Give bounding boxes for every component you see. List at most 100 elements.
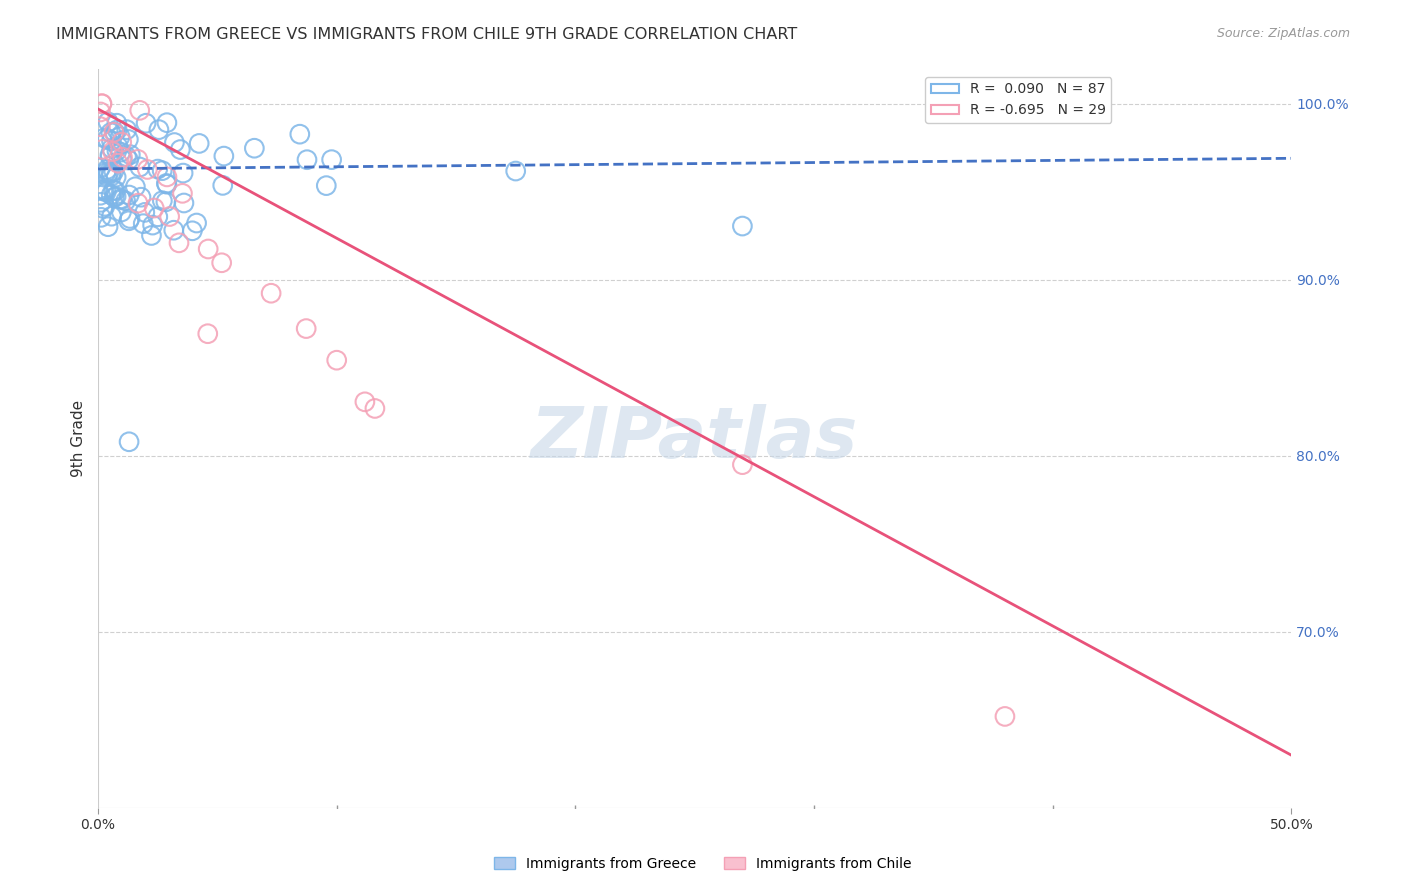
Point [107,139,129,153]
Point [136,162,159,177]
Point [110,145,132,160]
Point [91,201,114,215]
Legend: Immigrants from Greece, Immigrants from Chile: Immigrants from Greece, Immigrants from … [489,851,917,876]
Point [150,194,173,208]
Point [100,165,122,179]
Point [111,150,134,164]
Point [260,286,283,301]
Point [188,136,211,151]
Point [100,134,122,148]
Point [100,169,122,183]
Point [96,185,118,199]
Point [105,123,128,137]
Point [142,218,165,232]
Point [117,132,139,146]
Point [321,153,343,167]
Point [101,141,124,155]
Point [94,165,117,179]
Point [105,144,128,158]
Point [143,201,166,215]
Point [97,219,120,234]
Point [118,214,141,228]
Point [212,149,235,163]
Point [115,122,138,136]
Point [103,125,125,139]
Point [105,169,128,184]
Point [295,153,318,167]
Point [129,190,152,204]
Point [107,156,129,170]
Point [155,177,177,191]
Point [89,120,111,134]
Point [114,194,136,208]
Point [128,160,150,174]
Point [364,401,387,416]
Point [97,115,120,129]
Point [105,189,128,203]
Point [146,210,169,224]
Point [94,199,117,213]
Point [141,228,163,243]
Point [354,394,377,409]
Point [111,153,134,167]
Point [505,164,527,178]
Point [325,353,347,368]
Point [100,209,122,223]
Point [181,224,204,238]
Point [98,150,121,164]
Point [243,141,266,155]
Point [150,163,173,178]
Point [98,148,121,162]
Point [124,179,146,194]
Point [135,116,157,130]
Point [110,192,132,206]
Point [96,169,118,184]
Point [90,96,112,111]
Point [172,166,194,180]
Point [167,235,190,250]
Point [146,162,169,177]
Point [155,194,177,209]
Point [315,178,337,193]
Point [105,116,128,130]
Point [110,205,132,219]
Point [96,132,118,146]
Point [103,183,125,197]
Point [159,210,181,224]
Point [89,188,111,202]
Point [120,147,142,161]
Point [173,196,195,211]
Point [172,186,194,201]
Point [731,219,754,233]
Point [89,161,111,175]
Point [128,103,150,118]
Point [118,434,141,449]
Point [163,136,186,150]
Point [169,143,191,157]
Point [156,116,179,130]
Point [91,96,114,111]
Point [211,256,233,270]
Y-axis label: 9th Grade: 9th Grade [72,400,86,477]
Point [127,153,149,167]
Point [90,211,112,225]
Point [93,131,115,145]
Point [288,127,311,141]
Text: ZIPatlas: ZIPatlas [531,404,859,473]
Point [295,321,318,335]
Text: Source: ZipAtlas.com: Source: ZipAtlas.com [1216,27,1350,40]
Point [96,162,118,177]
Point [115,150,138,164]
Point [163,223,186,237]
Point [197,326,219,341]
Point [134,205,156,219]
Point [156,169,179,184]
Point [127,196,149,211]
Point [97,165,120,179]
Point [89,105,111,120]
Point [118,188,141,202]
Point [156,178,179,192]
Text: IMMIGRANTS FROM GREECE VS IMMIGRANTS FROM CHILE 9TH GRADE CORRELATION CHART: IMMIGRANTS FROM GREECE VS IMMIGRANTS FRO… [56,27,797,42]
Point [103,164,125,178]
Point [101,145,124,159]
